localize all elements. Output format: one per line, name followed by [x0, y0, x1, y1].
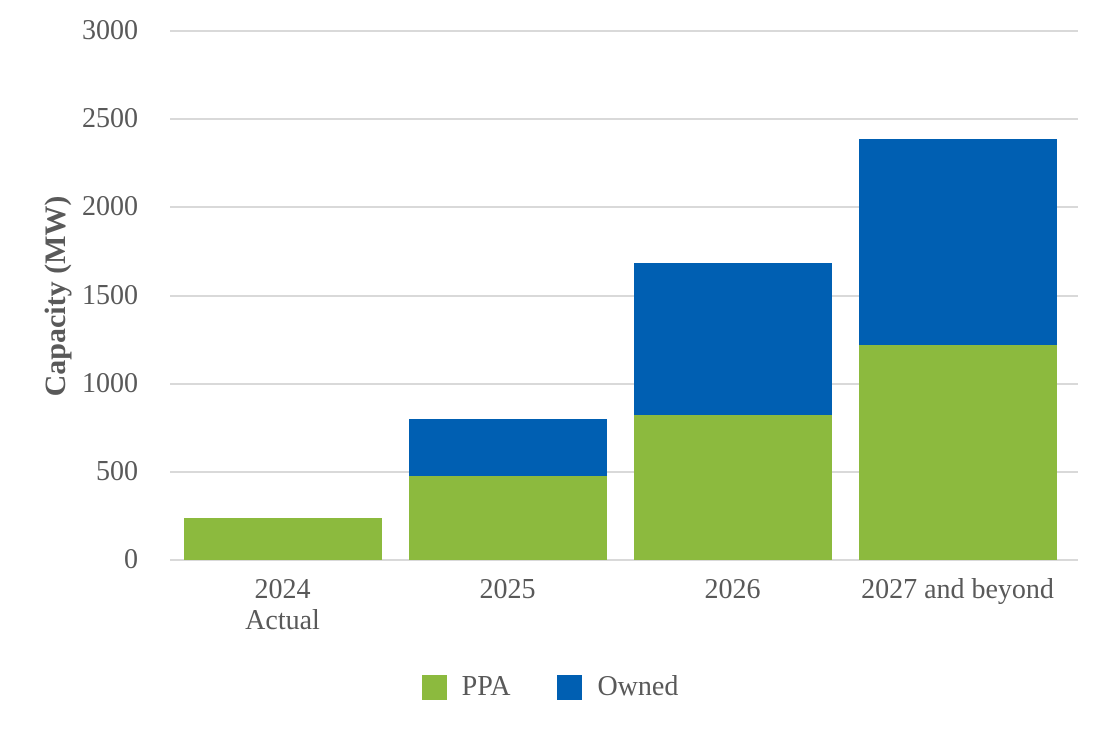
- bar-segment-owned: [408, 418, 607, 477]
- bar-segment-ppa: [633, 415, 832, 560]
- legend-item-ppa: PPA: [421, 671, 511, 703]
- bar-segment-ppa: [858, 344, 1057, 560]
- gridline-2500: [170, 118, 1078, 121]
- plot-area: [170, 30, 1078, 561]
- x-tick-label-2027-and-beyond: 2027 and beyond: [845, 574, 1070, 605]
- legend-label-ppa: PPA: [461, 671, 511, 702]
- legend-swatch-ppa: [421, 674, 447, 700]
- gridline-2000: [170, 206, 1078, 209]
- bar-2024-actual: [183, 517, 382, 560]
- y-tick-label-2500: 2500: [82, 103, 138, 135]
- y-tick-label-2000: 2000: [82, 191, 138, 223]
- gridline-1500: [170, 294, 1078, 297]
- x-tick-label-line: 2025: [479, 574, 536, 605]
- legend: PPA Owned: [0, 671, 1100, 703]
- x-tick-label-2025: 2025: [395, 574, 620, 605]
- bar-2026: [633, 262, 832, 560]
- y-tick-label-500: 500: [96, 455, 138, 487]
- y-tick-label-1000: 1000: [82, 367, 138, 399]
- bar-segment-owned: [633, 262, 832, 416]
- y-tick-label-0: 0: [124, 544, 138, 575]
- x-tick-label-line: Actual: [245, 605, 320, 636]
- bar-2025: [408, 418, 607, 560]
- gridline-500: [170, 470, 1078, 473]
- x-tick-label-2024-actual: 2024 Actual: [170, 574, 395, 636]
- bar-2027-and-beyond: [858, 138, 1057, 560]
- legend-label-owned: Owned: [597, 671, 679, 702]
- bar-segment-owned: [858, 138, 1057, 345]
- gridline-3000: [170, 30, 1078, 32]
- gridline-1000: [170, 382, 1078, 385]
- y-tick-label-1500: 1500: [82, 279, 138, 311]
- bar-segment-ppa: [408, 476, 607, 560]
- y-tick-label-3000: 3000: [82, 15, 138, 46]
- bar-segment-ppa: [183, 517, 382, 560]
- legend-item-owned: Owned: [557, 671, 678, 703]
- legend-swatch-owned: [557, 674, 583, 700]
- gridline-0: [170, 559, 1078, 561]
- x-tick-label-line: 2027 and beyond: [861, 574, 1054, 605]
- x-tick-label-line: 2024: [254, 574, 311, 605]
- x-tick-label-2026: 2026: [620, 574, 845, 605]
- x-tick-label-line: 2026: [704, 574, 761, 605]
